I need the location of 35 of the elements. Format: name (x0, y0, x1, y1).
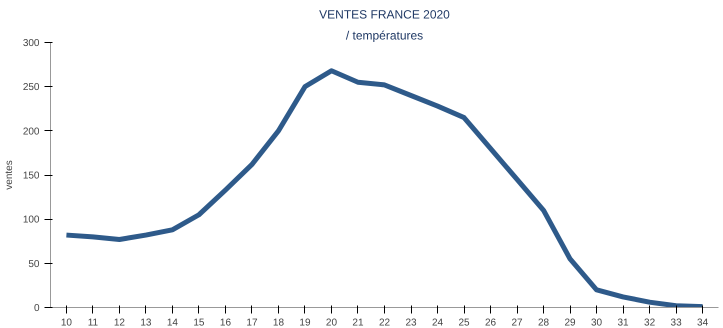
x-tick-label: 15 (193, 318, 205, 328)
x-tick-label: 23 (405, 318, 418, 328)
x-tick-label: 32 (644, 318, 656, 328)
x-tick-label: 20 (326, 318, 338, 328)
x-tick-label: 26 (484, 318, 497, 328)
chart-title: VENTES FRANCE 2020 (319, 8, 450, 22)
x-tick-label: 16 (220, 318, 232, 328)
x-tick-label: 27 (511, 318, 524, 328)
x-tick-label: 29 (564, 318, 576, 328)
x-tick-label: 25 (458, 318, 470, 328)
x-tick-label: 30 (591, 318, 603, 328)
x-tick-label: 10 (60, 318, 72, 328)
chart-subtitle: / températures (346, 28, 424, 42)
y-tick-label: 100 (22, 214, 40, 226)
y-tick-label: 250 (22, 82, 40, 94)
y-axis-title: ventes (4, 160, 15, 190)
x-tick-label: 31 (618, 318, 630, 328)
y-tick-label: 300 (22, 38, 40, 49)
x-tick-label: 17 (246, 318, 258, 328)
x-tick-label: 28 (538, 318, 550, 328)
x-tick-label: 33 (670, 318, 682, 328)
y-tick-label: 200 (22, 126, 40, 138)
x-tick-label: 21 (352, 318, 364, 328)
x-tick-label: 12 (114, 318, 126, 328)
x-tick-label: 18 (272, 318, 284, 328)
x-tick-label: 22 (378, 318, 390, 328)
x-tick-label: 34 (697, 318, 709, 328)
x-tick-label: 14 (166, 318, 178, 328)
x-tick-label: 11 (88, 318, 99, 328)
y-tick-label: 0 (34, 303, 40, 314)
x-tick-label: 13 (140, 318, 152, 328)
y-tick-label: 50 (28, 258, 40, 270)
x-tick-label: 19 (299, 318, 311, 328)
y-tick-label: 150 (22, 170, 40, 182)
x-tick-label: 24 (432, 318, 444, 328)
